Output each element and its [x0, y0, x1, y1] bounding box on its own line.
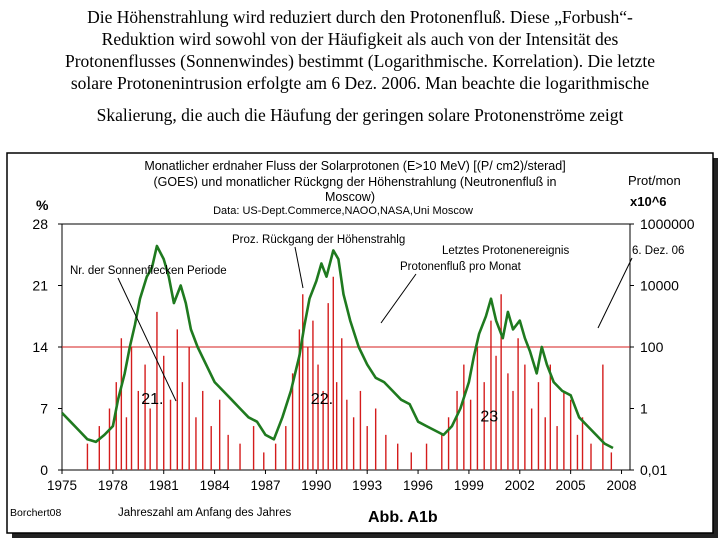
- annotation-arrow: [117, 277, 177, 402]
- left-tick-label: 28: [32, 216, 48, 232]
- right-tick-label: 100: [640, 339, 664, 355]
- right-tick-label: 1000000: [640, 216, 695, 232]
- x-tick-label: 2005: [556, 478, 586, 493]
- cosmic-ray-series-line: [61, 244, 614, 450]
- x-tick-label: 1987: [250, 478, 280, 493]
- cycle-label: 23: [480, 409, 498, 426]
- footer-author: Borchert08: [10, 507, 62, 519]
- chart-title-line: (GOES) und monatlicher Rückgng der Höhen…: [154, 175, 557, 189]
- x-axis-label: Jahreszahl am Anfang des Jahres: [118, 507, 291, 519]
- chart-title-line: Monatlicher erdnaher Fluss der Solarprot…: [144, 159, 565, 173]
- x-tick-label: 1978: [98, 478, 128, 493]
- annotation-proton-flux: Protonenfluß pro Monat: [400, 261, 522, 273]
- x-tick-label: 1990: [301, 478, 331, 493]
- cycle-labels: 21. 22. 23: [141, 391, 498, 426]
- right-tick-label: 10000: [640, 278, 679, 294]
- chart: Monatlicher erdnaher Fluss der Solarprot…: [6, 152, 718, 538]
- left-tick-label: 0: [40, 462, 48, 478]
- x-tick-label: 1981: [149, 478, 179, 493]
- cycle-label: 21.: [141, 391, 163, 408]
- right-tick-label: 1: [640, 401, 648, 417]
- x-tick-label: 2008: [606, 478, 636, 493]
- left-axis-unit: %: [36, 197, 49, 213]
- annotation-sunspot: Nr. der Sonnenflecken Periode: [70, 265, 227, 277]
- right-axis-unit-line2: x10^6: [630, 194, 667, 209]
- chart-subtitle: Data: US-Dept.Commerce,NAOO,NASA,Uni Mos…: [213, 205, 473, 217]
- right-axis-unit-line1: Prot/mon: [628, 173, 681, 188]
- right-tick-label: 0,01: [640, 462, 667, 478]
- figure-label: Abb. A1b: [368, 509, 438, 526]
- x-tick-label: 1999: [454, 478, 484, 493]
- annotation-arrow: [294, 246, 304, 289]
- annotation-last-event-date: 6. Dez. 06: [632, 245, 684, 257]
- proton-flux-series: [86, 276, 613, 470]
- right-axis-ticks: 0,01 1 100 10000 1000000: [630, 216, 695, 478]
- x-axis-ticks: 1975 1978 1981 1984 1987 1990 1993 1996 1999 2002…: [47, 470, 637, 493]
- left-tick-label: 21: [32, 278, 48, 294]
- annotation-arrow: [597, 257, 633, 329]
- caption-text: Die Höhenstrahlung wird reduziert durch …: [0, 6, 720, 126]
- x-tick-label: 1975: [47, 478, 77, 493]
- annotation-cosmic-ray: Proz. Rückgang der Höhenstrahlg: [232, 234, 405, 246]
- caption-line: Protonenflusses (Sonnenwindes) bestimmt …: [64, 51, 655, 71]
- left-axis-ticks: 0 7 14 21 28: [32, 216, 62, 478]
- cycle-label: 22.: [311, 391, 333, 408]
- x-tick-label: 1993: [352, 478, 382, 493]
- left-tick-label: 14: [32, 339, 48, 355]
- left-tick-label: 7: [40, 401, 48, 417]
- annotation-last-event: Letztes Protonenereignis: [442, 245, 569, 257]
- caption-line: solare Protonenintrusion erfolgte am 6 D…: [70, 73, 650, 93]
- annotation-arrow: [380, 273, 417, 324]
- x-tick-label: 1984: [200, 478, 231, 493]
- caption-line: Skalierung, die auch die Häufung der ger…: [96, 105, 624, 125]
- chart-title-line: Moscow): [325, 190, 375, 204]
- x-tick-label: 2002: [505, 478, 535, 493]
- caption-line: Reduktion wird sowohl von der Häufigkeit…: [101, 29, 619, 49]
- x-tick-label: 1996: [403, 478, 433, 493]
- caption-line: Die Höhenstrahlung wird reduziert durch …: [87, 7, 633, 27]
